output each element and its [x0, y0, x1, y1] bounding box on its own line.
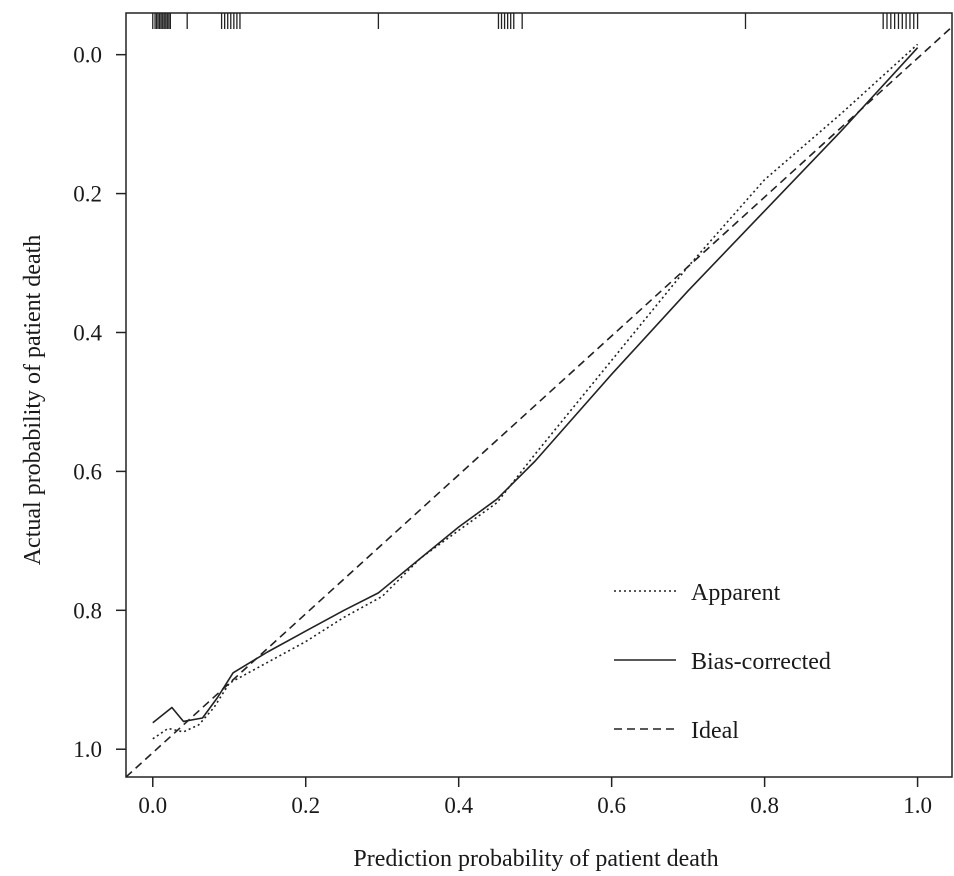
plot-frame [125, 12, 953, 778]
series-line-bias-corrected [152, 47, 919, 724]
x-tick-label: 0.0 [138, 793, 167, 818]
y-tick-label: 0.4 [73, 320, 102, 345]
series-line-ideal [125, 26, 953, 778]
legend-label-bias-corrected: Bias-corrected [691, 649, 831, 675]
x-tick-label: 0.4 [444, 793, 473, 818]
x-axis: 0.0 0.2 0.4 0.6 0.8 1.0 [138, 777, 932, 818]
y-tick-label: 1.0 [73, 737, 102, 762]
y-tick-label: 0.6 [73, 459, 102, 484]
legend-label-apparent: Apparent [691, 580, 781, 606]
x-tick-label: 0.8 [750, 793, 779, 818]
legend-label-ideal: Ideal [691, 718, 739, 744]
y-axis-label: Actual probability of patient death [20, 235, 46, 566]
series-lines [125, 26, 953, 778]
rug-marks [152, 13, 919, 29]
x-tick-label: 0.6 [597, 793, 626, 818]
x-tick-label: 0.2 [291, 793, 320, 818]
y-axis: 0.0 0.2 0.4 0.6 0.8 1.0 [73, 43, 126, 762]
y-tick-label: 0.8 [73, 598, 102, 623]
legend: Apparent Bias-corrected Ideal [614, 580, 831, 744]
x-tick-label: 1.0 [903, 793, 932, 818]
y-tick-label: 0.0 [73, 43, 102, 68]
y-tick-label: 0.2 [73, 182, 102, 207]
x-axis-label: Prediction probability of patient death [353, 846, 718, 872]
series-line-apparent [152, 43, 919, 740]
